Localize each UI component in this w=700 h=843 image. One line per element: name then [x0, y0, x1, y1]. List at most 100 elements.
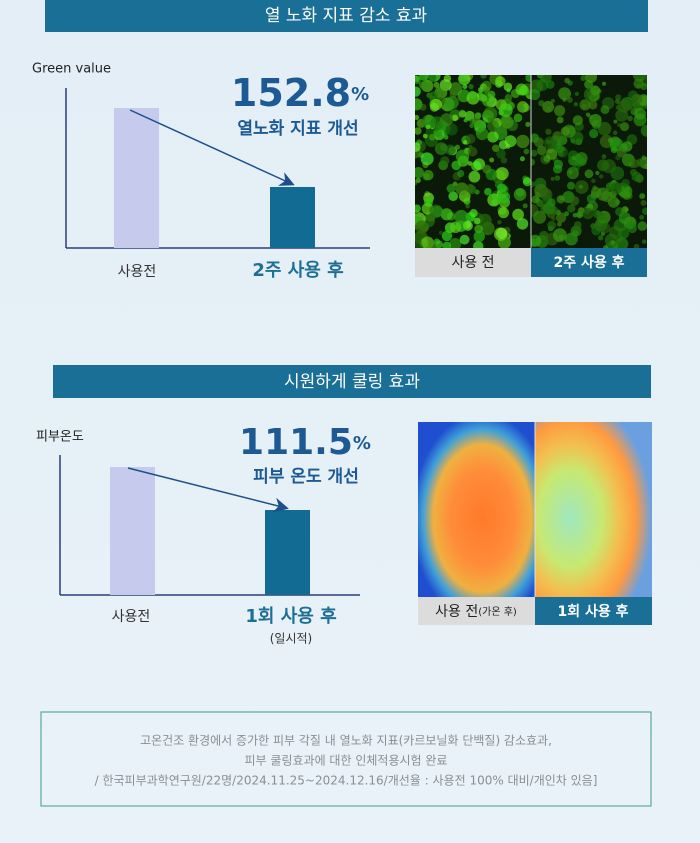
- speckle: [579, 99, 591, 111]
- speckle: [455, 149, 470, 163]
- result: 152.8%: [231, 71, 369, 115]
- speckle: [538, 100, 545, 107]
- axis-label: 피부온도: [36, 430, 84, 445]
- speckle: [465, 134, 476, 144]
- speckle: [572, 173, 577, 178]
- speckle: [634, 107, 647, 120]
- speckle: [500, 115, 514, 129]
- speckle: [446, 184, 456, 194]
- image-caption: 2주 사용 후: [553, 255, 624, 271]
- arrow: [129, 109, 295, 186]
- bar-label: 1회 사용 후: [245, 606, 336, 627]
- speckle: [523, 148, 530, 155]
- speckle: [415, 204, 421, 213]
- speckle: [556, 221, 562, 227]
- speckle: [429, 91, 439, 100]
- speckle: [547, 198, 556, 207]
- speckle: [516, 134, 530, 149]
- bar-label: 2주 사용 후: [252, 260, 343, 281]
- speckle: [496, 183, 507, 194]
- speckle: [545, 139, 551, 145]
- speckle: [482, 164, 492, 174]
- speckle: [531, 89, 541, 101]
- speckle: [620, 209, 625, 215]
- speckle: [564, 77, 570, 84]
- speckle: [445, 144, 456, 156]
- speckle: [459, 234, 470, 245]
- speckle: [454, 144, 460, 150]
- speckle: [415, 76, 421, 85]
- speckle: [550, 98, 555, 103]
- speckle: [482, 86, 491, 94]
- bar-before: [110, 467, 155, 595]
- speckle: [595, 170, 600, 176]
- speckle: [621, 178, 630, 188]
- result-caption: 열노화 지표 개선: [237, 119, 358, 139]
- speckle: [642, 239, 647, 244]
- speckle: [566, 96, 573, 103]
- speckle: [449, 238, 462, 248]
- speckle: [639, 193, 646, 200]
- speckle: [601, 81, 606, 86]
- speckle: [571, 156, 576, 161]
- speckle: [533, 210, 547, 224]
- speckle: [415, 142, 421, 152]
- speckle: [440, 208, 453, 221]
- image-before: [418, 422, 535, 597]
- speckle: [602, 245, 609, 248]
- speckle: [555, 212, 567, 223]
- speckle: [495, 76, 506, 87]
- speckle: [422, 133, 428, 139]
- speckle: [627, 115, 633, 122]
- speckle: [516, 218, 529, 230]
- speckle: [469, 123, 475, 129]
- speckle: [473, 241, 484, 248]
- speckle: [588, 100, 598, 110]
- speckle: [546, 106, 552, 111]
- speckle: [573, 102, 579, 107]
- speckle: [512, 208, 524, 221]
- speckle: [615, 237, 629, 248]
- speckle: [439, 160, 447, 167]
- speckle: [443, 75, 452, 83]
- speckle: [574, 221, 582, 229]
- speckle: [467, 146, 478, 157]
- speckle: [546, 148, 558, 160]
- speckle: [561, 147, 566, 152]
- speckle: [590, 85, 601, 96]
- speckle: [487, 131, 499, 143]
- speckle: [613, 119, 618, 124]
- speckle: [449, 221, 462, 234]
- speckle: [614, 99, 620, 105]
- speckle: [468, 170, 481, 183]
- speckle: [552, 131, 563, 142]
- speckle: [626, 221, 634, 229]
- speckle: [463, 197, 471, 205]
- speckle: [496, 149, 506, 159]
- speckle: [473, 230, 485, 243]
- caption-main: 사용 전: [435, 604, 478, 620]
- speckle: [601, 190, 613, 203]
- image-after: [535, 422, 652, 597]
- speckle: [615, 94, 622, 101]
- speckle: [513, 113, 523, 123]
- speckle: [522, 203, 528, 209]
- speckle: [500, 157, 508, 164]
- bar-label: 사용전: [112, 609, 151, 625]
- speckle: [506, 88, 511, 93]
- speckle: [415, 127, 422, 135]
- image-before: [415, 75, 531, 248]
- speckle: [497, 190, 511, 204]
- speckle: [566, 181, 575, 190]
- speckle: [597, 121, 612, 136]
- speckle: [566, 166, 579, 180]
- speckle: [642, 75, 647, 80]
- speckle: [640, 124, 647, 137]
- speckle: [545, 80, 555, 89]
- speckle: [584, 169, 594, 179]
- speckle: [467, 161, 473, 166]
- speckle: [425, 124, 431, 130]
- speckle: [462, 84, 468, 90]
- speckle: [533, 137, 544, 148]
